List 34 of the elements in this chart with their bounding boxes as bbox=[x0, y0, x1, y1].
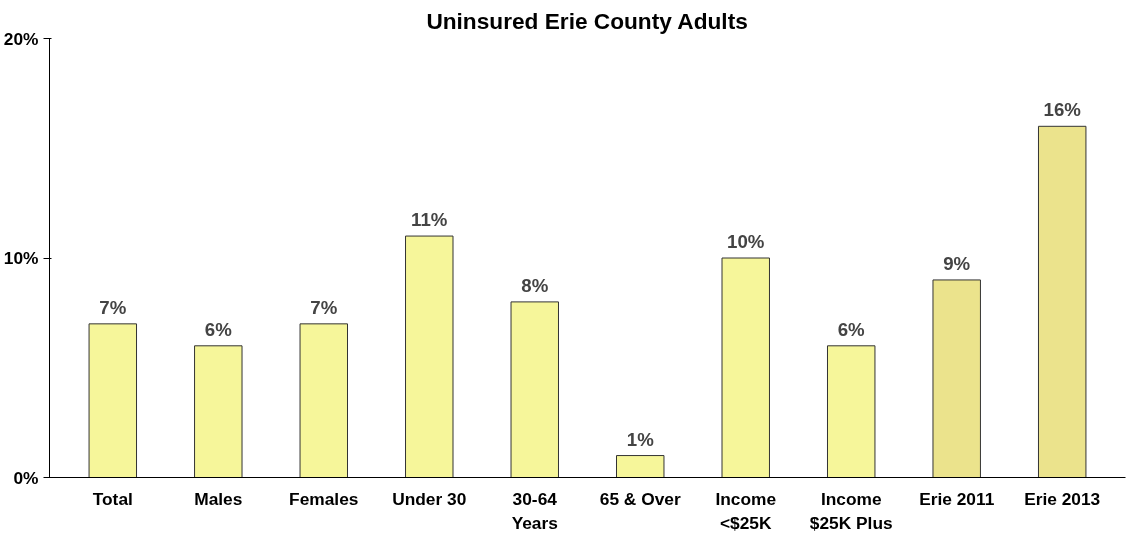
x-tick-label: Income <$25K bbox=[715, 488, 777, 533]
data-label: 7% bbox=[99, 296, 127, 318]
bar bbox=[88, 323, 138, 478]
x-tick-label: Under 30 bbox=[392, 488, 467, 509]
y-tick-label: 0% bbox=[13, 467, 39, 488]
data-label: 7% bbox=[310, 296, 338, 318]
x-tick-label: Females bbox=[289, 488, 359, 509]
data-label: 8% bbox=[521, 274, 549, 296]
x-tick-label: Males bbox=[194, 488, 243, 509]
data-label: 9% bbox=[943, 252, 971, 274]
y-tick-label: 20% bbox=[3, 28, 39, 49]
bar bbox=[299, 323, 349, 478]
data-label: 6% bbox=[837, 318, 866, 340]
x-tick-label: 65 & Over bbox=[599, 488, 681, 509]
x-tick-label: Income $25K Plus bbox=[809, 488, 893, 533]
y-tick-label: 10% bbox=[3, 248, 39, 268]
bar bbox=[194, 345, 243, 478]
x-tick-label: Total bbox=[92, 488, 133, 509]
bar bbox=[510, 301, 559, 478]
data-label: 10% bbox=[727, 231, 765, 252]
bar bbox=[826, 345, 876, 478]
x-tick-label: 30-64 Years bbox=[511, 488, 558, 533]
bar bbox=[616, 455, 665, 478]
bar bbox=[721, 257, 770, 478]
data-label: 6% bbox=[204, 318, 233, 340]
data-label: 11% bbox=[411, 209, 448, 231]
data-label: 16% bbox=[1043, 99, 1082, 121]
bar bbox=[932, 279, 981, 478]
chart-title: Uninsured Erie County Adults bbox=[426, 7, 748, 34]
bar bbox=[405, 235, 454, 478]
data-label: 1% bbox=[626, 428, 655, 450]
x-tick-label: Erie 2011 bbox=[919, 488, 995, 509]
bar bbox=[1037, 125, 1087, 478]
x-tick-label: Erie 2013 bbox=[1024, 488, 1101, 509]
